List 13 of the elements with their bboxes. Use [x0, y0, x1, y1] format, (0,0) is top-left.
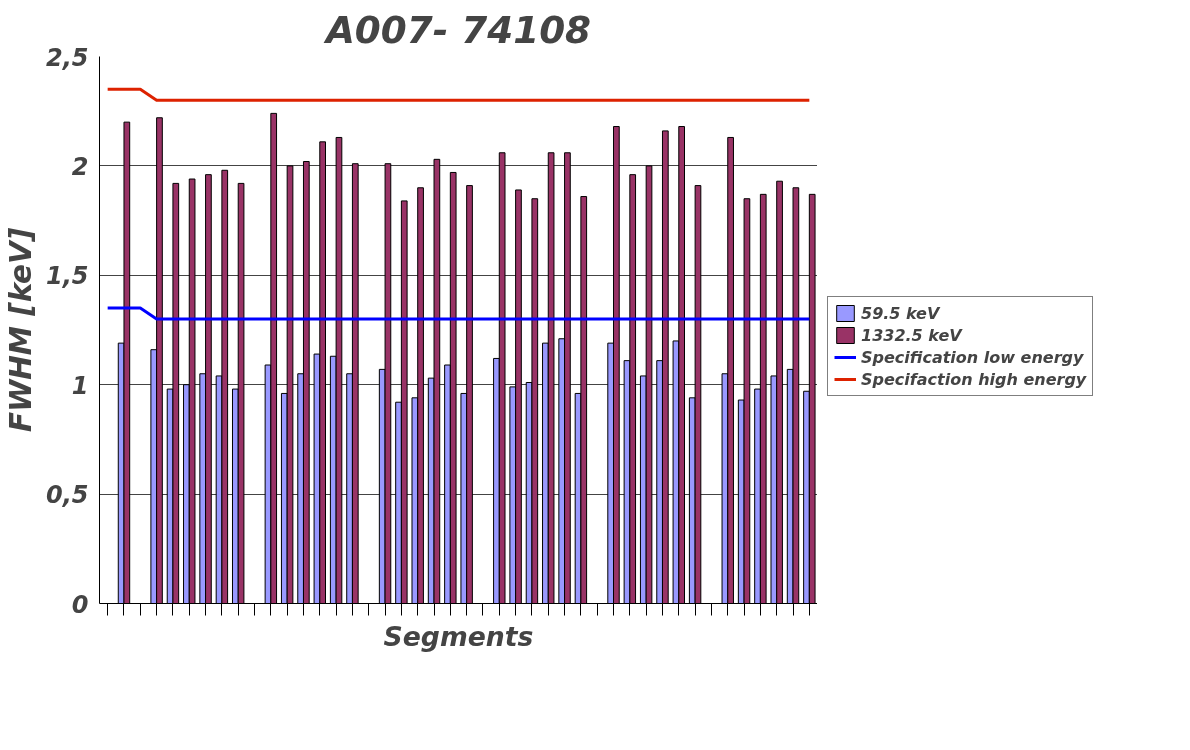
y-tick-label: 1,5	[45, 262, 89, 291]
x-axis-title: Segments	[383, 620, 534, 652]
legend-label: 59.5 keV	[861, 303, 940, 323]
chart-title: A007- 74108	[322, 7, 592, 52]
legend-label: 1332.5 keV	[861, 325, 962, 345]
legend-label: Specification low energy	[861, 347, 1084, 367]
y-tick-label: 1	[71, 371, 89, 400]
y-tick-label: 2,5	[45, 43, 89, 72]
y-tick-label: 0,5	[45, 481, 89, 510]
y-tick-label: 0	[71, 590, 89, 619]
y-tick-label: 2	[71, 152, 89, 181]
legend-label: Specifaction high energy	[861, 369, 1087, 389]
y-axis-title: FWHM [keV]	[3, 227, 38, 433]
